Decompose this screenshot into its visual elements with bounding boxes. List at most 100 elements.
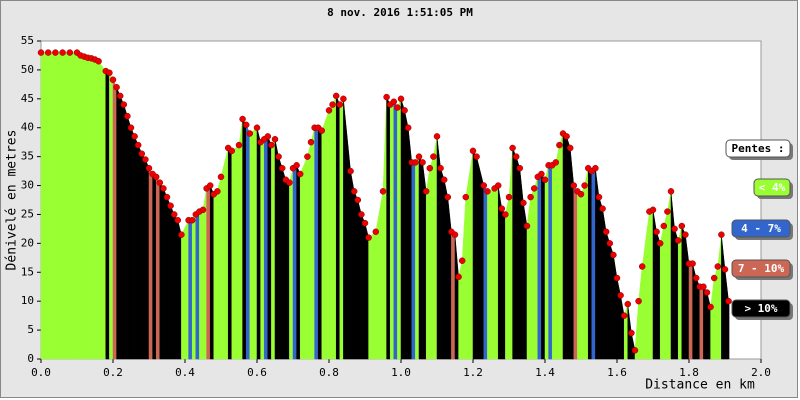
data-point <box>577 190 585 198</box>
slope-segment <box>559 133 564 360</box>
data-point <box>286 179 293 186</box>
slope-segment <box>80 55 85 360</box>
data-point <box>523 222 531 230</box>
data-point <box>473 153 480 160</box>
data-point <box>509 144 516 152</box>
slope-segment <box>166 197 171 360</box>
slope-segment <box>699 286 704 360</box>
slope-segment <box>148 167 153 360</box>
slope-segment <box>202 188 207 360</box>
data-point <box>455 273 462 281</box>
data-point <box>235 141 243 149</box>
data-point <box>592 164 599 172</box>
data-point <box>296 170 304 178</box>
slope-segment <box>389 101 395 360</box>
slope-segment <box>69 52 78 360</box>
data-point <box>415 153 423 160</box>
slope-segment <box>249 127 258 360</box>
data-point <box>628 329 635 337</box>
data-point <box>242 121 250 129</box>
data-point <box>347 167 354 175</box>
slope-segment <box>357 199 362 360</box>
slope-segment <box>263 135 269 360</box>
slope-segment <box>418 155 423 360</box>
data-point <box>581 182 588 189</box>
data-point <box>131 133 138 140</box>
data-point <box>66 49 74 56</box>
data-point <box>671 225 678 233</box>
data-point <box>498 205 506 212</box>
legend-entry: 4 - 7% <box>741 222 781 235</box>
slope-segment <box>433 136 438 360</box>
slope-segment <box>199 209 204 360</box>
slope-segment <box>598 197 603 360</box>
x-axis-label: Distance en km <box>645 378 755 393</box>
slope-segment <box>328 103 333 360</box>
legend-entry-box <box>731 299 791 318</box>
slope-segment <box>562 132 567 360</box>
slope-segment <box>181 220 189 360</box>
slope-segment <box>404 110 409 360</box>
slope-segment <box>667 191 672 360</box>
slope-segment <box>91 58 96 360</box>
data-point <box>682 231 689 238</box>
slope-segment <box>123 104 128 360</box>
slope-segment <box>573 184 578 360</box>
legend-title: Pentes : <box>732 142 785 155</box>
data-point <box>268 141 275 149</box>
data-point <box>127 124 135 131</box>
legend-entry-box <box>731 219 791 238</box>
slope-segment <box>209 185 215 360</box>
slope-segment <box>87 57 92 360</box>
data-point <box>710 274 718 282</box>
data-point <box>656 240 664 247</box>
slope-segment <box>127 116 132 360</box>
data-point <box>527 193 534 201</box>
y-tick-label: 50 <box>21 63 34 76</box>
slope-segment <box>105 70 110 360</box>
slope-segment <box>170 205 175 360</box>
slope-segment <box>656 231 661 360</box>
data-point <box>602 228 610 236</box>
data-point <box>530 185 538 192</box>
data-point <box>113 84 120 91</box>
data-point <box>304 153 311 160</box>
slope-segment <box>587 167 593 360</box>
legend-title-box <box>725 139 791 158</box>
slope-segment <box>116 87 121 360</box>
data-point <box>365 234 372 241</box>
data-point <box>358 211 365 218</box>
data-point <box>412 159 419 166</box>
legend-entry: > 10% <box>744 302 777 315</box>
slope-segment <box>292 164 297 360</box>
data-point <box>246 130 254 137</box>
data-point <box>278 164 286 172</box>
slope-segment <box>55 52 63 360</box>
slope-segment <box>584 168 589 360</box>
data-point <box>44 49 52 56</box>
y-tick-label: 45 <box>21 92 34 105</box>
data-point <box>350 188 358 195</box>
slope-segment <box>393 100 398 360</box>
slope-segment <box>364 223 369 360</box>
x-tick-label: 1.0 <box>391 366 411 379</box>
data-point <box>275 153 282 160</box>
slope-segment <box>472 149 477 360</box>
slope-segment <box>227 147 233 360</box>
data-point <box>264 133 272 140</box>
data-point <box>397 95 405 103</box>
slope-segment <box>159 181 164 360</box>
data-point <box>163 193 171 201</box>
slope-segment <box>605 231 611 360</box>
slope-segment <box>62 52 71 360</box>
slope-segment <box>526 197 531 360</box>
slope-segment <box>141 152 146 360</box>
data-point <box>156 179 164 186</box>
data-point <box>307 138 315 146</box>
data-point <box>444 193 452 201</box>
slope-segment <box>519 168 524 360</box>
slope-segment <box>566 136 571 360</box>
y-tick-label: 0 <box>27 352 34 365</box>
slope-segment <box>411 162 416 360</box>
